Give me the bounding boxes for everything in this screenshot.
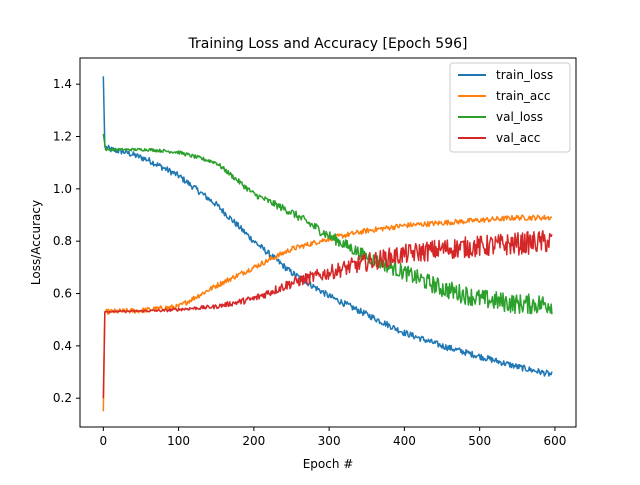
y-tick-label: 1.4 (53, 77, 72, 91)
legend-label-val-acc: val_acc (496, 131, 540, 145)
y-tick-label: 0.4 (53, 339, 72, 353)
x-axis-label: Epoch # (303, 457, 354, 471)
y-tick-label: 1.0 (53, 182, 72, 196)
legend-label-val-loss: val_loss (496, 110, 543, 124)
x-tick-label: 0 (100, 434, 108, 448)
legend-label-train-loss: train_loss (496, 68, 553, 82)
series-line-train-acc (102, 214, 553, 412)
series-line-val-acc (102, 230, 553, 399)
x-axis: 0 100 200 300 400 500 600 (100, 427, 566, 448)
x-tick-label: 500 (468, 434, 491, 448)
series-line-val-loss (102, 133, 553, 315)
series-line-train-loss (102, 76, 553, 377)
legend-label-train-acc: train_acc (496, 89, 550, 103)
y-tick-label: 1.2 (53, 130, 72, 144)
y-tick-label: 0.8 (53, 234, 72, 248)
y-axis: 0.2 0.4 0.6 0.8 1.0 1.2 1.4 (53, 77, 80, 405)
series-layer (102, 76, 553, 412)
legend-box (449, 62, 571, 153)
x-tick-label: 300 (318, 434, 341, 448)
x-tick-label: 400 (393, 434, 416, 448)
plot-frame (79, 57, 577, 428)
x-tick-label: 600 (543, 434, 566, 448)
y-tick-label: 0.6 (53, 287, 72, 301)
y-tick-label: 0.2 (53, 391, 72, 405)
x-tick-label: 100 (167, 434, 190, 448)
x-tick-label: 200 (242, 434, 265, 448)
legend: train_loss train_acc val_loss val_acc (449, 62, 571, 153)
y-axis-label: Loss/Accuracy (29, 200, 43, 285)
chart-title: Training Loss and Accuracy [Epoch 596] (188, 36, 468, 52)
